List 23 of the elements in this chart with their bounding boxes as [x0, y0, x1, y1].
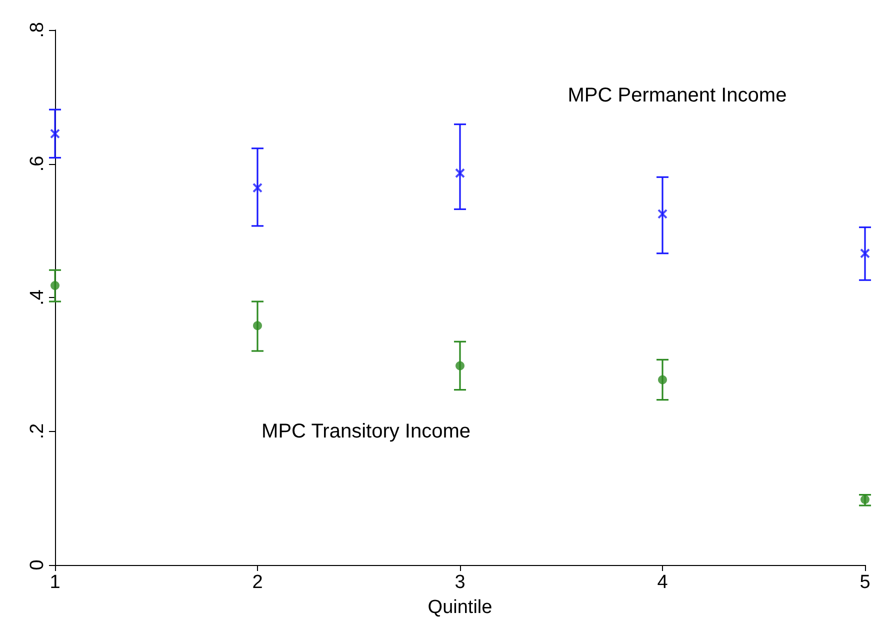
y-tick-label: .2 [27, 423, 48, 440]
x-tick-label: 1 [50, 572, 60, 593]
point [860, 494, 870, 504]
annotation: MPC Transitory Income [262, 420, 471, 442]
x-axis-title: Quintile [428, 597, 492, 618]
x-tick-label: 5 [860, 572, 870, 593]
point [252, 182, 262, 193]
point [658, 208, 668, 219]
x-tick-label: 3 [454, 572, 466, 593]
x-tick-label: 4 [657, 572, 668, 593]
y-tick-label: .6 [27, 156, 48, 172]
y-tick-label: 0 [27, 560, 48, 570]
y-tick-label: .4 [27, 289, 48, 306]
point [860, 248, 870, 258]
point [456, 361, 464, 370]
y-tick-label: .8 [27, 22, 48, 38]
x-tick-label: 2 [252, 572, 263, 593]
point [253, 321, 262, 330]
point [455, 168, 465, 178]
point [658, 375, 667, 384]
annotation: MPC Permanent Income [568, 84, 787, 106]
point [50, 128, 60, 139]
point [50, 280, 60, 290]
